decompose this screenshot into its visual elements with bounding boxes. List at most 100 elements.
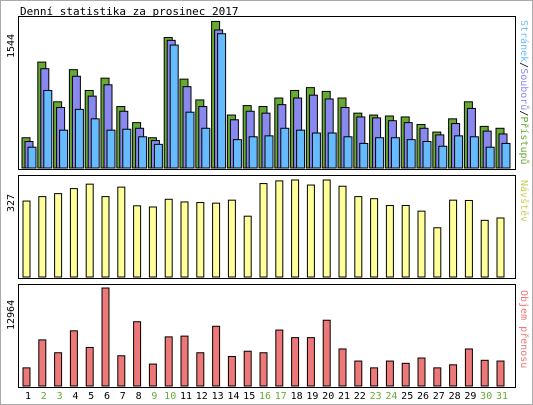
- day-label-14: 14: [227, 391, 239, 402]
- day-label-30: 30: [480, 391, 492, 402]
- bar-volume-9: [148, 363, 157, 387]
- volume-panel-frame: [18, 284, 516, 388]
- day-label-13: 13: [212, 391, 224, 402]
- hits-bars: [21, 20, 511, 169]
- day-label-16: 16: [259, 391, 271, 402]
- hits-legend: Stránek/Souborů/Přístupů: [518, 20, 530, 165]
- bar-visits-8: [133, 205, 142, 278]
- bar-volume-27: [433, 367, 442, 387]
- bar-visits-13: [212, 202, 221, 278]
- bar-visits-25: [401, 205, 410, 278]
- bar-stranek-15: [248, 136, 258, 169]
- bar-visits-17: [275, 180, 284, 278]
- bar-volume-12: [196, 352, 205, 387]
- volume-bars: [22, 287, 505, 387]
- bar-stranek-8: [138, 136, 148, 169]
- legend-stranek: Stránek: [518, 20, 530, 62]
- bar-volume-8: [133, 321, 142, 387]
- bar-stranek-17: [280, 127, 290, 169]
- bar-stranek-10: [169, 44, 179, 169]
- day-label-6: 6: [104, 391, 110, 402]
- day-label-10: 10: [164, 391, 176, 402]
- bar-visits-19: [306, 184, 315, 278]
- bar-volume-22: [354, 360, 363, 387]
- day-label-28: 28: [449, 391, 461, 402]
- chart-title: Denní statistika za prosinec 2017: [20, 5, 239, 18]
- bar-volume-20: [322, 319, 331, 387]
- bar-stranek-30: [485, 146, 495, 169]
- legend-souboru: Souborů: [518, 68, 530, 110]
- bar-volume-13: [212, 325, 221, 387]
- bar-volume-3: [54, 352, 63, 387]
- bar-stranek-11: [185, 111, 195, 169]
- bar-stranek-13: [217, 33, 227, 169]
- bar-visits-24: [385, 205, 394, 278]
- bar-stranek-26: [422, 141, 432, 169]
- day-label-5: 5: [88, 391, 94, 402]
- day-label-4: 4: [72, 391, 78, 402]
- bar-visits-29: [464, 199, 473, 278]
- volume-max-label: 12964: [6, 300, 17, 330]
- day-label-2: 2: [41, 391, 47, 402]
- bar-stranek-6: [106, 129, 116, 169]
- bar-volume-30: [480, 359, 489, 387]
- bar-stranek-5: [90, 118, 100, 169]
- bar-volume-24: [385, 360, 394, 387]
- day-label-27: 27: [433, 391, 445, 402]
- bar-visits-6: [101, 196, 110, 278]
- bar-stranek-29: [469, 136, 479, 169]
- bar-visits-23: [370, 198, 379, 278]
- bar-visits-22: [354, 196, 363, 278]
- bar-volume-15: [243, 350, 252, 387]
- day-label-11: 11: [180, 391, 192, 402]
- bar-volume-23: [370, 367, 379, 387]
- legend-navstev: Návštěv: [518, 180, 530, 222]
- day-label-19: 19: [306, 391, 318, 402]
- bar-visits-21: [338, 185, 347, 278]
- bar-visits-11: [180, 201, 189, 278]
- bar-volume-4: [69, 330, 78, 387]
- bar-stranek-21: [343, 136, 353, 169]
- bar-volume-16: [259, 352, 268, 387]
- legend-objem-prenosu: Objem přenosu: [518, 290, 530, 368]
- bar-visits-16: [259, 183, 268, 278]
- bar-stranek-12: [201, 127, 211, 169]
- bar-visits-27: [433, 227, 442, 278]
- day-label-17: 17: [275, 391, 287, 402]
- day-label-3: 3: [57, 391, 63, 402]
- bar-visits-10: [164, 198, 173, 278]
- bar-stranek-22: [359, 142, 369, 169]
- bar-stranek-14: [232, 139, 242, 169]
- day-label-29: 29: [464, 391, 476, 402]
- bar-visits-1: [22, 200, 31, 278]
- bar-stranek-7: [122, 128, 132, 169]
- bar-volume-31: [496, 360, 505, 387]
- bar-visits-31: [496, 217, 505, 278]
- bar-volume-1: [22, 367, 31, 387]
- bar-stranek-27: [438, 145, 448, 169]
- day-label-22: 22: [354, 391, 366, 402]
- bar-stranek-3: [59, 129, 69, 169]
- bar-volume-6: [101, 287, 110, 387]
- day-label-24: 24: [385, 391, 397, 402]
- bar-visits-20: [322, 179, 331, 278]
- visits-bars: [22, 179, 505, 278]
- day-label-12: 12: [196, 391, 208, 402]
- bar-volume-7: [117, 355, 126, 387]
- bar-stranek-9: [153, 143, 163, 169]
- bar-visits-5: [85, 183, 94, 278]
- day-labels: 1 2 3 4 5 6 7 8 9 10 11 12 13 14 15 16 17 18 19 20 21 22 23 24 2…: [25, 391, 508, 402]
- day-label-23: 23: [370, 391, 382, 402]
- day-label-9: 9: [151, 391, 157, 402]
- bar-volume-29: [464, 348, 473, 387]
- bar-visits-2: [38, 196, 47, 278]
- bar-volume-10: [164, 336, 173, 387]
- visits-panel-frame: [18, 175, 516, 279]
- day-label-1: 1: [25, 391, 31, 402]
- day-label-7: 7: [120, 391, 126, 402]
- bar-stranek-20: [327, 132, 337, 169]
- bar-visits-14: [227, 199, 236, 278]
- day-label-31: 31: [496, 391, 508, 402]
- day-label-15: 15: [243, 391, 255, 402]
- bar-stranek-31: [501, 142, 511, 169]
